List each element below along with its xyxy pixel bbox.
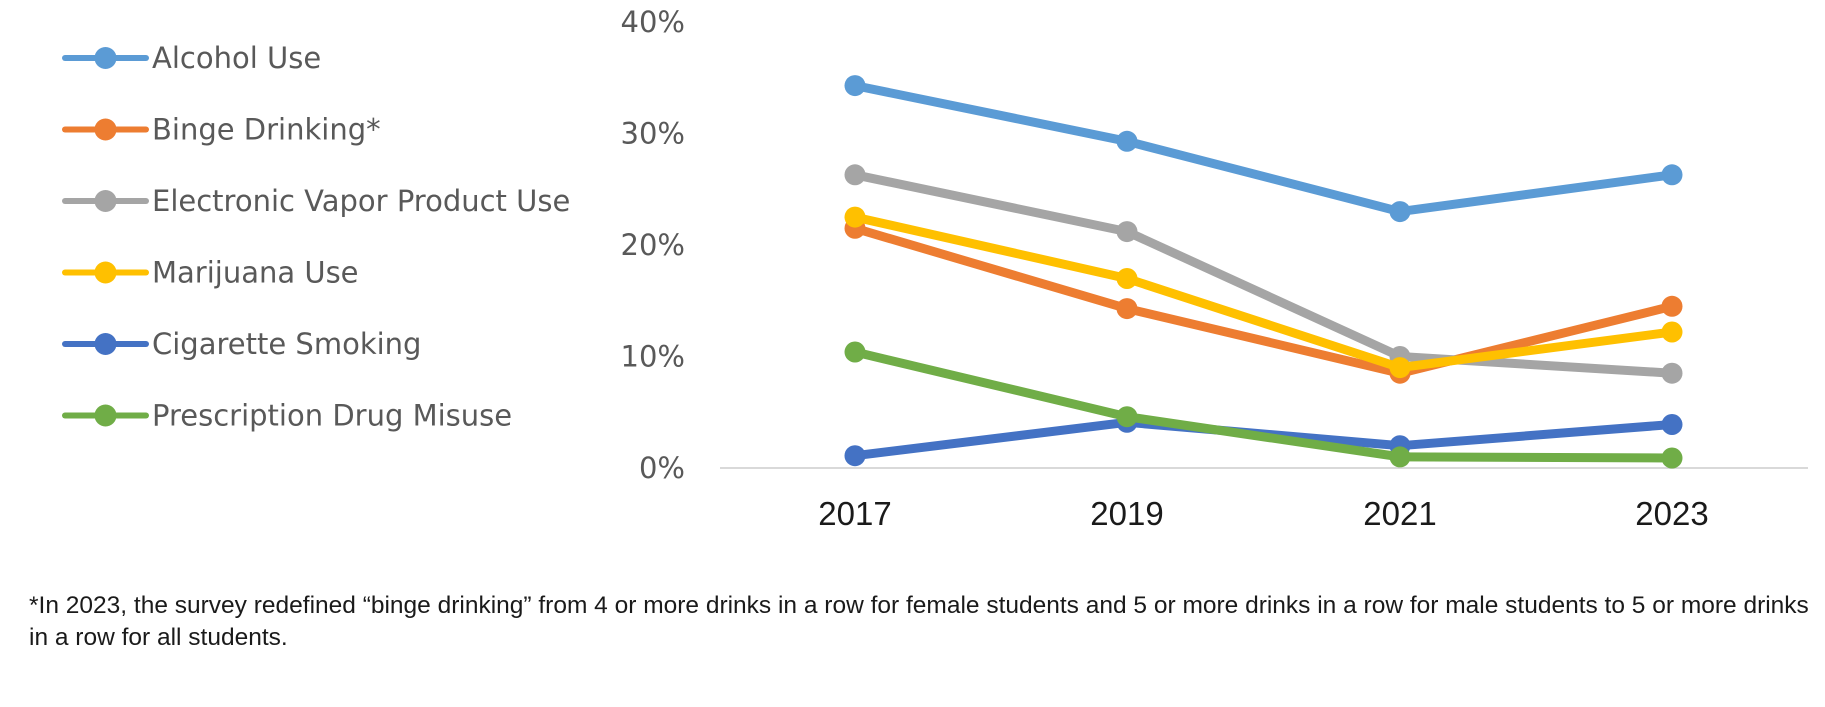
line-chart-svg: Alcohol Use Binge Drinking* Electronic Vap…	[62, 5, 1808, 532]
series-2	[844, 164, 1683, 384]
legend-label: Marijuana Use	[152, 256, 359, 290]
legend-item: Cigarette Smoking	[62, 327, 421, 361]
data-point	[1389, 201, 1411, 223]
series-line	[850, 170, 1677, 378]
y-tick-label: 40%	[621, 5, 685, 39]
data-point	[1661, 295, 1683, 317]
series-line	[850, 223, 1677, 378]
legend-item: Binge Drinking*	[62, 113, 381, 147]
y-tick-label: 0%	[639, 451, 685, 485]
series-0	[844, 75, 1683, 223]
legend-item: Marijuana Use	[62, 256, 359, 290]
data-point	[1116, 268, 1138, 289]
y-tick-label: 10%	[621, 340, 685, 374]
series-line	[850, 81, 1677, 217]
data-point	[1661, 447, 1683, 469]
legend-swatch-marker	[94, 404, 117, 427]
data-point	[1116, 130, 1138, 152]
legend-label: Alcohol Use	[152, 41, 321, 75]
x-tick-label: 2023	[1635, 495, 1708, 532]
legend-swatch-marker	[94, 47, 117, 69]
x-tick-label: 2021	[1363, 495, 1436, 532]
y-tick-label: 20%	[621, 228, 685, 262]
series-layer	[844, 75, 1683, 469]
x-tick-label: 2017	[818, 495, 891, 532]
legend-item: Prescription Drug Misuse	[62, 399, 512, 433]
series-line	[850, 347, 1677, 463]
legend-swatch-marker	[94, 333, 117, 355]
data-point	[1661, 164, 1683, 186]
legend: Alcohol Use Binge Drinking* Electronic Vap…	[62, 41, 570, 433]
legend-label: Cigarette Smoking	[152, 327, 421, 361]
series-3	[844, 206, 1683, 379]
y-axis: 0% 10% 20% 30% 40%	[621, 5, 685, 485]
legend-label: Prescription Drug Misuse	[152, 399, 512, 433]
x-axis: 2017 2019 2021 2023	[720, 467, 1808, 532]
data-point	[844, 164, 866, 186]
data-point	[844, 75, 866, 97]
legend-swatch-marker	[94, 190, 117, 212]
data-point	[1661, 362, 1683, 384]
data-point	[844, 206, 866, 228]
legend-label: Electronic Vapor Product Use	[152, 184, 570, 218]
chart: Alcohol Use Binge Drinking* Electronic Vap…	[62, 5, 1808, 532]
footnote: *In 2023, the survey redefined “binge dr…	[29, 592, 1809, 651]
legend-item: Electronic Vapor Product Use	[62, 184, 570, 218]
data-point	[1116, 298, 1138, 320]
legend-swatch-marker	[94, 118, 117, 141]
y-tick-label: 30%	[621, 117, 685, 151]
data-point	[1116, 406, 1138, 428]
series-5	[844, 341, 1683, 469]
data-point	[844, 445, 866, 467]
data-point	[1389, 446, 1411, 468]
data-point	[1389, 357, 1411, 379]
data-point	[1661, 414, 1683, 435]
legend-label: Binge Drinking*	[152, 113, 381, 147]
data-point	[1116, 221, 1138, 243]
legend-swatch-marker	[94, 261, 117, 284]
data-point	[844, 341, 866, 363]
series-line	[850, 212, 1677, 373]
legend-item: Alcohol Use	[62, 41, 321, 75]
data-point	[1661, 321, 1683, 343]
x-tick-label: 2019	[1090, 495, 1163, 532]
